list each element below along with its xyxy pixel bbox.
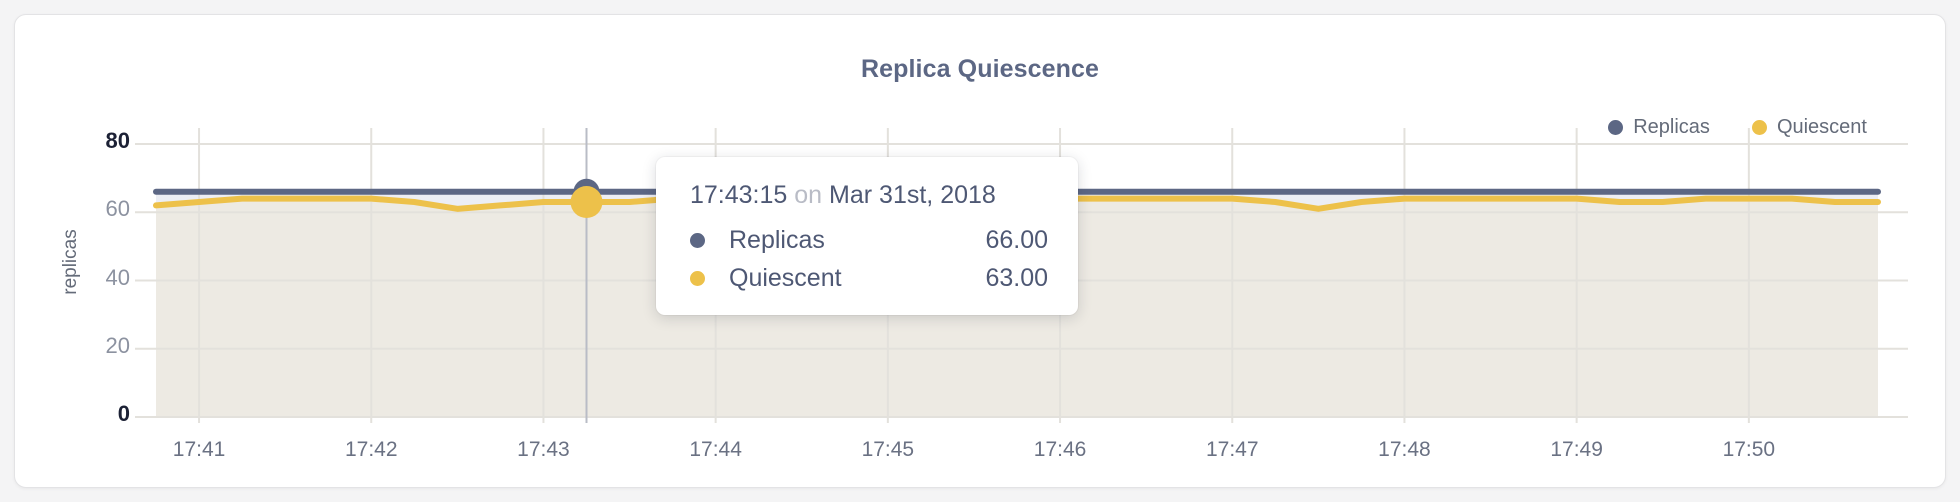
tooltip-date: Mar 31st, 2018	[829, 181, 996, 209]
x-axis-tick: 17:41	[172, 438, 226, 461]
legend-dot-icon	[1608, 120, 1624, 135]
tooltip-series-value: 63.00	[985, 264, 1048, 292]
y-axis-tick: 80	[105, 128, 130, 153]
series-dot-icon	[690, 271, 705, 286]
legend-item-label: Quiescent	[1776, 116, 1867, 138]
y-axis-tick: 60	[105, 196, 130, 222]
y-axis-tick: 20	[105, 332, 130, 358]
tooltip-series-value: 66.00	[985, 226, 1048, 254]
chart-tooltip: 17:43:15 on Mar 31st, 2018 Replicas 66.0…	[656, 157, 1078, 315]
legend-item-label: Replicas	[1633, 116, 1710, 138]
x-axis-tick: 17:47	[1205, 438, 1259, 461]
page-title: Replica Quiescence	[860, 55, 1100, 83]
x-axis-tick: 17:42	[344, 438, 398, 461]
tooltip-series-label: Quiescent	[729, 264, 842, 292]
tooltip-series-label: Replicas	[729, 226, 825, 254]
tooltip-row-quiescent: Quiescent 63.00	[690, 264, 1048, 293]
x-axis-tick: 17:49	[1550, 438, 1603, 461]
tooltip-header: 17:43:15 on Mar 31st, 2018	[690, 181, 1048, 210]
x-axis-tick: 17:50	[1722, 438, 1776, 461]
chart-legend: Replicas Quiescent	[1608, 116, 1867, 139]
y-axis-tick: 40	[105, 264, 130, 290]
chart-card: Replica Quiescence Replicas Quiescent re…	[14, 14, 1946, 488]
y-axis-tick: 0	[117, 401, 130, 426]
x-axis-tick: 17:45	[861, 438, 915, 461]
legend-dot-icon	[1751, 120, 1767, 135]
x-axis-tick: 17:44	[689, 438, 742, 461]
series-dot-icon	[690, 233, 705, 248]
legend-item-replicas[interactable]: Replicas	[1608, 116, 1710, 139]
x-axis-tick: 17:43	[517, 438, 570, 461]
tooltip-time: 17:43:15	[690, 181, 788, 209]
tooltip-connector: on	[794, 181, 823, 209]
x-axis-tick: 17:46	[1033, 438, 1087, 461]
legend-item-quiescent[interactable]: Quiescent	[1751, 116, 1867, 139]
x-axis-tick: 17:48	[1378, 438, 1431, 461]
tooltip-row-replicas: Replicas 66.00	[690, 226, 1048, 255]
